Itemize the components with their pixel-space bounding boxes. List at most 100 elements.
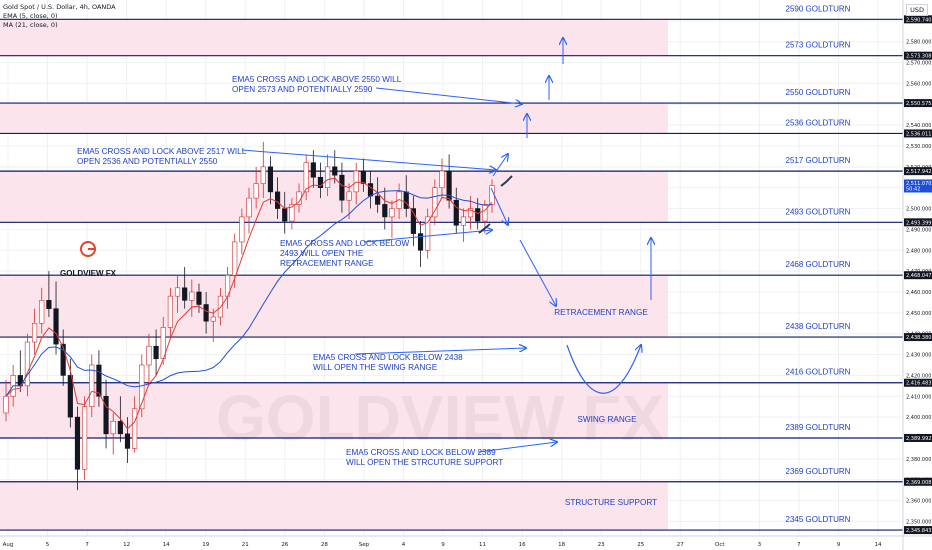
annotation-text: WILL OPEN THE SWING RANGE (313, 363, 438, 372)
y-tick-label: 2,410.000 (906, 394, 931, 400)
price-tag-label: 2,389.992 (906, 436, 931, 442)
annotation-text: EMA5 CROSS AND LOCK BELOW (280, 239, 409, 248)
candle-body (89, 364, 95, 407)
price-tag (904, 433, 932, 442)
candle-body (267, 166, 274, 193)
price-tag-label: 2,438.380 (906, 335, 931, 341)
candle-body (353, 170, 359, 193)
price-tag (904, 51, 932, 60)
ma-line (5, 190, 493, 397)
candle-body (425, 216, 431, 251)
candle-body (39, 300, 45, 324)
swing-curve-arrow (566, 345, 641, 394)
price-tag (904, 333, 932, 342)
current-price-tag (904, 179, 932, 193)
price-tag-label: 2,590.740 (906, 17, 931, 23)
candle-body (124, 433, 131, 449)
annotations: EMA5 CROSS AND LOCK ABOVE 2550 WILL OPEN … (77, 75, 657, 507)
annotation-text: OPEN 2536 AND POTENTIALLY 2550 (77, 157, 218, 166)
x-tick-label: 12 (123, 542, 130, 548)
candle-body (153, 345, 159, 360)
candle-body (410, 208, 416, 234)
price-tag-label: 2,493.399 (906, 220, 931, 226)
candle-body (325, 166, 331, 189)
x-tick-label: 7 (797, 542, 801, 548)
currency-button[interactable]: USD (906, 4, 928, 16)
y-tick-label: 2,420.000 (906, 373, 931, 379)
candle-body (317, 176, 324, 189)
projection-arrow (492, 154, 508, 177)
zone-band (0, 19, 668, 56)
y-tick-label: 2,350.000 (906, 519, 931, 525)
zone-band (0, 171, 668, 223)
x-tick-label: Aug (3, 542, 14, 548)
y-tick-label: 2,490.000 (906, 227, 931, 233)
candle-body (53, 308, 59, 345)
price-tag (904, 271, 932, 280)
candle-body (467, 208, 474, 218)
y-tick-label: 2,360.000 (906, 499, 931, 505)
x-tick-label: 5 (46, 542, 50, 548)
candle-body (24, 341, 31, 387)
chart-title[interactable]: Gold Spot / U.S. Dollar, 4h, OANDA (3, 3, 116, 11)
price-tag-label: 2,573.308 (906, 54, 931, 60)
candle-body (67, 375, 73, 418)
candle-body (203, 304, 209, 322)
candle-body (82, 406, 88, 470)
candle-body (74, 416, 81, 470)
price-tag-label: 2,550.575 (906, 101, 931, 107)
candle-body (310, 162, 316, 178)
price-tag (904, 477, 932, 486)
candle-body (367, 183, 374, 197)
y-tick-label: 2,460.000 (906, 290, 931, 296)
check-mark (500, 175, 513, 187)
check-mark (478, 223, 491, 234)
x-tick-label: 3 (758, 542, 762, 548)
annotation-text: 2493 WILL OPEN THE (280, 249, 364, 258)
x-tick-label: Oct (715, 542, 725, 548)
candle-body (360, 170, 366, 184)
level-label: 2468 GOLDTURN (786, 260, 851, 269)
price-tag (904, 129, 932, 138)
annotation-text: EMA5 CROSS AND LOCK ABOVE 2550 WILL (232, 75, 402, 84)
y-tick-label: 2,400.000 (906, 415, 931, 421)
annotation-text: EMA5 CROSS AND LOCK BELOW 2389 (346, 448, 496, 457)
candle-body (482, 204, 488, 222)
candle-body (260, 166, 266, 184)
candle-body (196, 291, 202, 305)
range-label: RETRACEMENT RANGE (554, 308, 648, 317)
range-label: SWING RANGE (577, 415, 637, 424)
x-tick-label: 9 (837, 542, 841, 548)
candle-body (182, 287, 188, 301)
candle-body (332, 166, 338, 176)
x-tick-label: 14 (875, 542, 882, 548)
candle-body (189, 291, 195, 301)
candle-body (246, 197, 252, 218)
y-tick-label: 2,450.000 (906, 311, 931, 317)
annotation-text: RETRACEMENT RANGE (280, 259, 374, 268)
level-labels: 2590 GOLDTURN 2573 GOLDTURN 2550 GOLDTURN 2… (786, 4, 851, 524)
x-tick-label: 18 (558, 542, 565, 548)
level-label: 2517 GOLDTURN (786, 156, 851, 165)
candle-body (96, 364, 102, 397)
ema-indicator-label[interactable]: EMA (5, close, 0) (3, 12, 58, 20)
projection-arrow (363, 230, 492, 243)
price-tag (904, 378, 932, 387)
price-tag-label: 2,369.008 (906, 480, 931, 486)
x-tick-label: 28 (321, 542, 328, 548)
y-tick-label: 2,380.000 (906, 457, 931, 463)
candle-body (253, 183, 259, 199)
price-tag-label: 2,536.011 (906, 131, 931, 137)
level-label: 2493 GOLDTURN (786, 207, 851, 216)
projection-arrow (490, 187, 508, 225)
x-tick-label: 11 (479, 542, 486, 548)
candle-body (117, 420, 123, 435)
projection-arrow (241, 149, 496, 170)
ma-indicator-label[interactable]: MA (21, close, 0) (3, 21, 58, 29)
candle-body (382, 204, 388, 218)
y-tick-label: 2,580.000 (906, 40, 931, 46)
candle-body (289, 204, 295, 222)
x-tick-label: 27 (677, 542, 684, 548)
candle-body (174, 287, 181, 297)
